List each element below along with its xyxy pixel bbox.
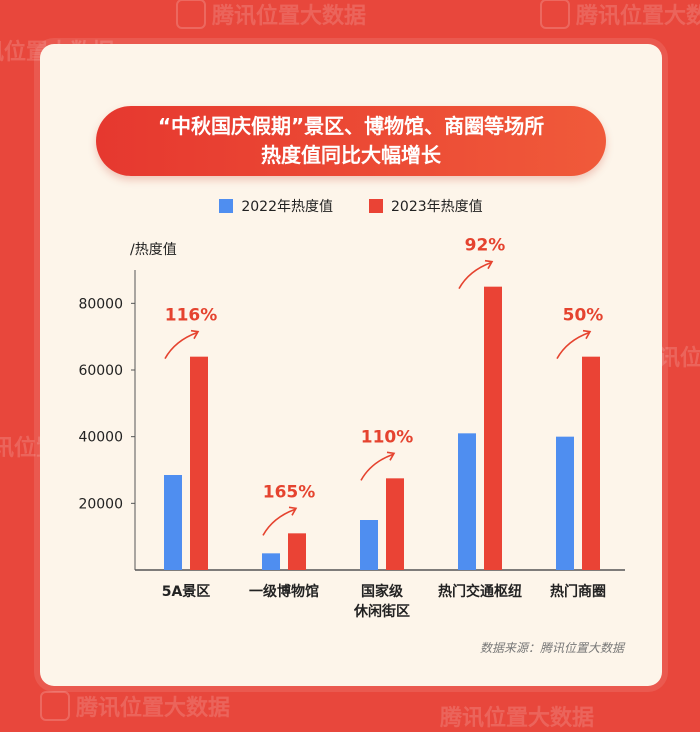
growth-label: 50% (563, 306, 604, 326)
x-tick-label: 国家级 (361, 583, 404, 600)
x-tick-label: 休闲街区 (353, 603, 410, 620)
x-tick-label: 热门商圈 (550, 583, 606, 600)
bar-2023 (288, 533, 306, 570)
watermark-text: 腾讯位置大数据 (212, 4, 367, 29)
growth-arrow-icon (360, 453, 394, 481)
growth-arrowhead-icon (484, 259, 494, 270)
watermark-logo-icon (40, 691, 70, 721)
growth-label: 92% (465, 236, 506, 256)
growth-label: 165% (263, 482, 316, 502)
watermark-text: 腾讯位置大数据 (576, 4, 700, 29)
bar-2023 (582, 356, 600, 570)
legend-swatch-2023 (369, 199, 383, 213)
bar-2022 (262, 553, 280, 570)
watermark-text: 腾讯位置大数据 (440, 706, 595, 731)
source-note: 数据来源：腾讯位置大数据 (479, 641, 624, 655)
growth-arrowhead-icon (386, 451, 396, 461)
watermark: 腾讯位置大数据 (440, 700, 594, 732)
bar-2023 (190, 356, 208, 570)
legend-label-2022: 2022年热度值 (241, 199, 333, 215)
growth-arrow-icon (262, 508, 296, 536)
bar-2022 (164, 475, 182, 570)
legend-item-2022: 2022年热度值 (219, 196, 333, 216)
growth-arrow-icon (164, 331, 198, 360)
chart-card: “中秋国庆假期”景区、博物馆、商圈等场所 热度值同比大幅增长 2022年热度值 … (40, 44, 662, 686)
y-tick-label: 60000 (78, 363, 123, 379)
growth-arrow-icon (458, 261, 492, 290)
x-tick-label: 5A景区 (162, 584, 211, 600)
chart-title-line1: “中秋国庆假期”景区、博物馆、商圈等场所 (157, 114, 545, 138)
growth-arrowhead-icon (582, 329, 592, 340)
growth-label: 116% (165, 306, 218, 326)
y-tick-label: 40000 (78, 430, 123, 446)
legend-swatch-2022 (219, 199, 234, 213)
bar-2022 (360, 520, 378, 570)
x-tick-label: 一级博物馆 (249, 583, 319, 600)
watermark-logo-icon (176, 0, 206, 29)
legend-label-2023: 2023年热度值 (391, 199, 483, 215)
watermark-logo-icon (540, 0, 570, 29)
bar-2022 (458, 433, 476, 570)
watermark: 腾讯位置大数据 (540, 0, 700, 30)
chart-title: “中秋国庆假期”景区、博物馆、商圈等场所 热度值同比大幅增长 (96, 106, 606, 176)
bar-2023 (386, 478, 404, 570)
x-tick-label: 热门交通枢纽 (438, 583, 522, 600)
watermark: 腾讯位置大数据 (40, 690, 230, 722)
y-tick-label: 80000 (78, 296, 123, 312)
bar-chart: /热度值 20000 40000 60000 80000 5A景区 116% 一级博物馆 165… (78, 236, 625, 620)
chart-legend: 2022年热度值 2023年热度值 (40, 196, 662, 216)
chart-title-line2: 热度值同比大幅增长 (261, 143, 441, 167)
legend-item-2023: 2023年热度值 (369, 196, 483, 216)
bar-2023 (484, 286, 502, 570)
growth-arrow-icon (556, 331, 590, 360)
growth-arrowhead-icon (288, 506, 298, 516)
watermark: 腾讯位置大数据 (176, 0, 366, 30)
growth-arrowhead-icon (190, 329, 200, 340)
growth-label: 110% (361, 427, 414, 447)
watermark-text: 腾讯位置大数据 (76, 696, 231, 721)
y-tick-label: 20000 (78, 496, 123, 512)
bar-2022 (556, 436, 574, 570)
y-axis-label: /热度值 (130, 242, 177, 258)
